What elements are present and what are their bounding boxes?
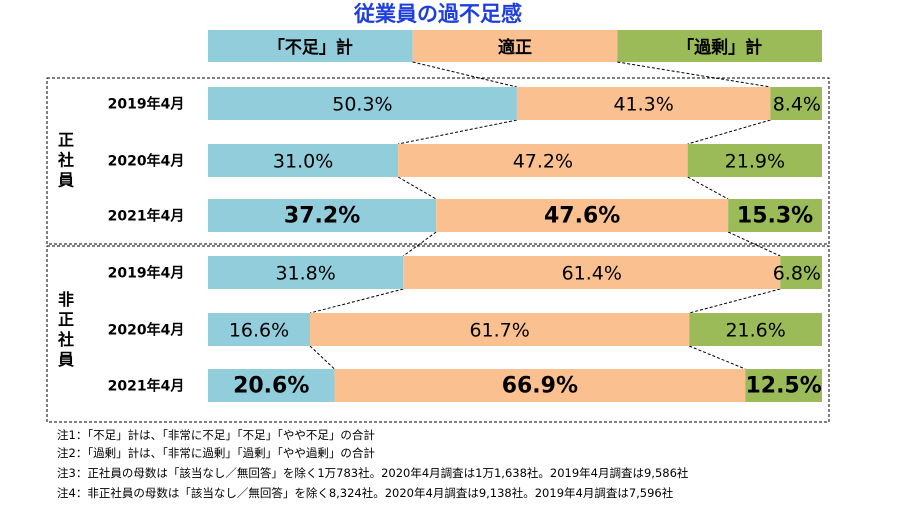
group-label-0-char-2: 員 <box>57 171 74 190</box>
legend-swatch-appropriate <box>412 30 618 62</box>
data-label-1-0-appropriate: 61.4% <box>562 263 622 285</box>
data-label-1-2-appropriate: 66.9% <box>502 374 578 399</box>
data-label-1-0-surplus: 6.8% <box>773 263 821 285</box>
legend-label-shortage: 「不足」計 <box>268 37 353 58</box>
group-label-1-char-3: 員 <box>57 350 74 369</box>
data-label-1-2-surplus: 12.5% <box>745 374 821 399</box>
data-label-0-0-shortage: 50.3% <box>332 94 392 116</box>
bar-1-0-shortage <box>208 256 404 289</box>
bar-0-2-appropriate <box>436 199 729 232</box>
connector-0-0 <box>412 61 517 88</box>
bar-1-1-surplus <box>689 313 822 346</box>
connector-2-1 <box>687 176 729 200</box>
data-label-0-0-appropriate: 41.3% <box>613 94 673 116</box>
connector-4-1 <box>689 288 781 314</box>
row-label-0-1: 2020年4月 <box>108 153 185 170</box>
data-label-0-1-appropriate: 47.2% <box>513 151 573 173</box>
bar-0-0-shortage <box>208 87 517 120</box>
data-label-1-1-appropriate: 61.7% <box>469 320 529 342</box>
data-label-1-1-surplus: 21.6% <box>725 320 785 342</box>
group-label-1-char-1: 正 <box>58 310 74 329</box>
data-label-0-1-shortage: 31.0% <box>273 151 333 173</box>
notes: 注1：「不足」計は、「非常に不足」「不足」「やや不足」の合計注2：「過剰」計は、… <box>57 428 689 500</box>
legend-label-surplus: 「過剰」計 <box>677 37 762 58</box>
connector-1-1 <box>687 119 771 145</box>
note-4: 注4：非正社員の母数は「該当なし／無回答」を除く8,324社。2020年4月調査… <box>57 486 674 500</box>
bar-1-2-surplus <box>745 369 822 402</box>
row-label-1-1: 2020年4月 <box>108 322 185 339</box>
group-label-1-char-0: 非 <box>58 290 74 309</box>
legend-swatch-shortage <box>208 30 413 62</box>
connector-4-0 <box>309 288 404 314</box>
bar-0-0-appropriate <box>516 87 771 120</box>
data-label-0-1-surplus: 21.9% <box>725 151 785 173</box>
bar-0-1-appropriate <box>398 144 688 177</box>
row-labels: 正社員非正社員2019年4月2020年4月2021年4月2019年4月2020年… <box>57 96 184 395</box>
note-2: 注2：「過剰」計は、「非常に過剰」「過剰」「やや過剰」の合計 <box>57 446 375 460</box>
connector-3-0 <box>402 231 437 257</box>
bar-0-1-shortage <box>208 144 399 177</box>
connector-1-0 <box>398 119 517 145</box>
bar-1-1-shortage <box>208 313 311 346</box>
connector-5-0 <box>309 345 335 370</box>
data-label-0-2-appropriate: 47.6% <box>544 204 620 229</box>
bar-1-1-appropriate <box>310 313 690 346</box>
bar-1-0-surplus <box>780 256 822 289</box>
legend: 「不足」計 適正 「過剰」計 <box>208 30 822 62</box>
data-label-0-2-shortage: 37.2% <box>284 204 360 229</box>
row-label-1-0: 2019年4月 <box>108 265 185 282</box>
connector-3-1 <box>727 231 781 257</box>
group-label-1-char-2: 社 <box>57 330 74 349</box>
bar-0-2-shortage <box>208 199 437 232</box>
bar-1-2-shortage <box>208 369 335 402</box>
bar-1-2-appropriate <box>334 369 746 402</box>
frame-group-0 <box>46 77 830 245</box>
note-1: 注1：「不足」計は、「非常に不足」「不足」「やや不足」の合計 <box>57 428 375 442</box>
connector-lines <box>309 61 781 370</box>
connector-2-0 <box>397 176 437 200</box>
group-label-0-char-0: 正 <box>58 131 74 150</box>
bar-0-2-surplus <box>728 199 822 232</box>
connector-0-1 <box>617 61 771 88</box>
bar-0-0-surplus <box>770 87 822 120</box>
bars: 50.3% 41.3% 8.4% 31.0% 47.2% 21.9% 37.2% 47.6% 1… <box>208 87 822 402</box>
group-label-0-char-1: 社 <box>57 151 74 170</box>
data-label-0-0-surplus: 8.4% <box>773 94 821 116</box>
data-label-1-2-shortage: 20.6% <box>233 374 309 399</box>
note-3: 注3：正社員の母数は「該当なし／無回答」を除く1万783社。2020年4月調査は… <box>57 466 689 480</box>
row-label-0-2: 2021年4月 <box>108 208 185 225</box>
bar-1-0-appropriate <box>403 256 781 289</box>
data-label-1-0-shortage: 31.8% <box>275 263 335 285</box>
frame-group-1 <box>46 245 830 423</box>
row-label-0-0: 2019年4月 <box>108 96 185 113</box>
legend-swatch-surplus <box>617 30 822 62</box>
data-label-0-2-surplus: 15.3% <box>737 204 813 229</box>
data-label-1-1-shortage: 16.6% <box>229 320 289 342</box>
chart-title: 従業員の過不足感 <box>353 2 522 26</box>
connector-5-1 <box>689 345 746 370</box>
legend-label-appropriate: 適正 <box>498 37 532 58</box>
bar-0-1-surplus <box>687 144 822 177</box>
row-label-1-2: 2021年4月 <box>108 378 185 395</box>
group-frames <box>46 77 830 423</box>
